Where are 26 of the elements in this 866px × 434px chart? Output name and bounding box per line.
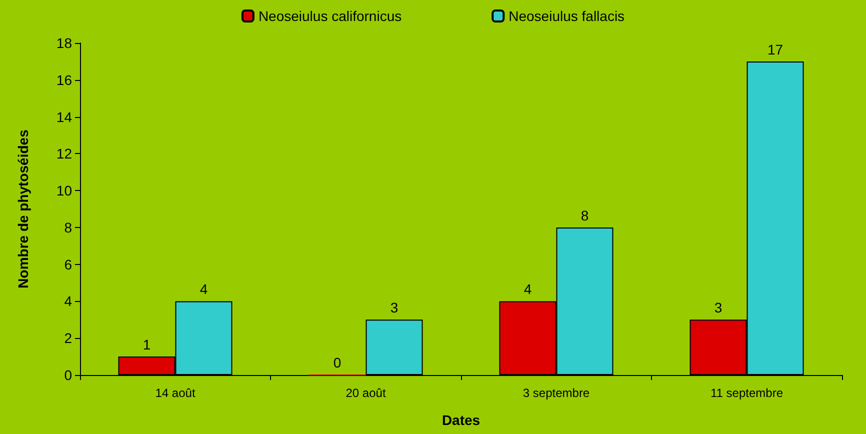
y-tick-label: 14 xyxy=(56,108,72,125)
x-tick-label: 3 septembre xyxy=(522,386,590,400)
data-label: 1 xyxy=(142,336,151,353)
data-label: 17 xyxy=(767,41,784,58)
y-tick-label: 8 xyxy=(64,219,72,236)
legend-label: Neoseiulus californicus xyxy=(258,8,402,24)
y-tick-label: 0 xyxy=(64,367,72,383)
data-label: 4 xyxy=(524,281,532,298)
x-tick-label: 20 août xyxy=(346,386,386,400)
data-label: 3 xyxy=(714,300,722,316)
y-axis-title: Nombre de phytoséides xyxy=(15,129,31,288)
data-label: 4 xyxy=(200,281,208,298)
x-tick-label: 14 août xyxy=(155,386,196,400)
y-tick-label: 10 xyxy=(56,182,72,199)
y-tick-label: 4 xyxy=(64,293,72,310)
y-tick-label: 6 xyxy=(64,256,72,272)
x-axis-title: Dates xyxy=(442,412,480,428)
y-tick-label: 2 xyxy=(64,330,72,346)
legend-label: Neoseiulus fallacis xyxy=(508,8,625,24)
data-label: 0 xyxy=(333,354,342,370)
data-label: 3 xyxy=(390,300,398,316)
x-tick-label: 11 septembre xyxy=(710,386,784,400)
y-tick-label: 12 xyxy=(56,146,72,162)
y-tick-label: 16 xyxy=(56,72,72,88)
y-tick-label: 18 xyxy=(56,35,72,51)
data-label: 8 xyxy=(580,207,589,224)
